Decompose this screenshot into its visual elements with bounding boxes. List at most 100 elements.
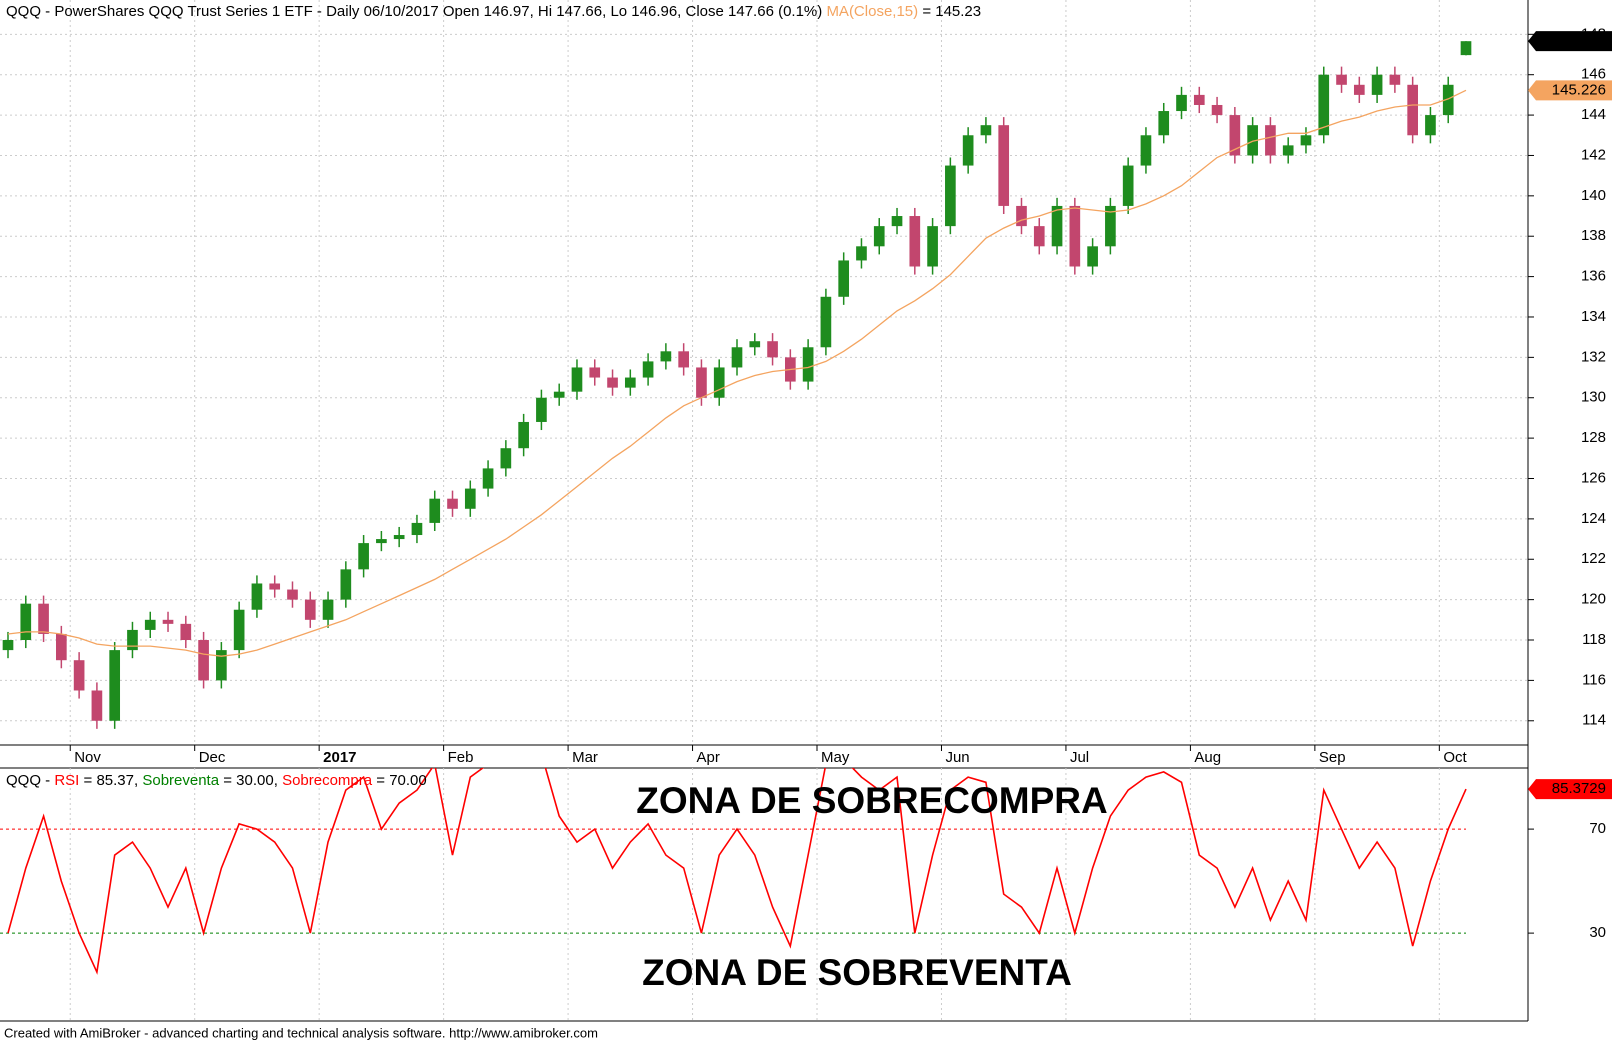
candle-body [1140,135,1152,166]
candle-body [1033,226,1045,247]
x-tick-label: Oct [1443,749,1467,766]
candle-body [998,125,1010,206]
x-tick-label: Apr [697,749,720,766]
ma-line [7,89,1467,657]
candle-body [927,226,938,267]
y-tick-label: 132 [1581,348,1606,365]
y-tick-label: 118 [1582,631,1606,648]
candle-body [660,351,672,362]
candle-body [1105,205,1116,247]
candle-body [1318,74,1330,136]
y-tick-label: 30 [1589,924,1606,941]
title: QQQ - PowerShares QQQ Trust Series 1 ETF… [6,3,822,20]
price-pane [0,0,1528,745]
candle-body [1122,165,1134,206]
y-tick-label: 126 [1581,469,1606,486]
candle-body [73,660,85,691]
candle-body [429,498,441,523]
candle-body [909,216,921,267]
candle-body [980,125,992,136]
candle-body [376,539,387,544]
x-tick-label: Jun [945,749,969,766]
candle-body [1300,135,1312,146]
candle-body [749,341,761,348]
candle-body [287,589,298,600]
candle-body [482,468,494,489]
candle-body [607,377,618,388]
candle-body [1016,205,1027,227]
candle-body [358,543,369,570]
candle-body [1389,74,1401,85]
rsi-legend: QQQ - RSI = 85.37, Sobreventa = 30.00, S… [6,772,427,789]
value-label: 147.66 [1560,32,1606,49]
legend-entry: RSI [54,772,79,789]
y-tick-label: 70 [1589,820,1606,837]
x-tick-label: Nov [74,749,101,766]
candle-body [464,488,476,509]
value-box [1528,80,1612,101]
candle-body [802,347,814,382]
candle-body [1282,145,1294,156]
legend-entry: Sobrecompra [282,772,373,789]
candle-body [38,603,49,634]
candle-body [162,619,174,624]
candle-body [945,165,956,227]
candle-body [589,367,601,378]
value-box [1528,779,1612,800]
candle-body [304,599,316,620]
candle-body [144,619,156,630]
candle-body [1069,205,1081,267]
legend-value: = 145.23 [922,3,981,20]
candle-body [233,609,245,651]
candle-body [1211,104,1223,116]
footer: Created with AmiBroker - advanced charti… [4,1025,598,1040]
candle-body [340,569,352,600]
candle-body [1247,125,1258,156]
candle-body [91,690,103,721]
x-tick-label: Mar [572,749,598,766]
x-tick-label: Feb [448,749,474,766]
candle-body [180,623,192,641]
y-tick-label: 120 [1581,591,1606,608]
candle-body [1425,115,1436,136]
candle-body [571,367,583,392]
value-label: 85.3729 [1552,780,1606,797]
y-tick-label: 146 [1581,66,1606,83]
candle-body [838,260,850,297]
candle-body [962,135,974,166]
x-tick-label: 2017 [323,749,356,766]
candle-body [109,650,121,721]
x-tick-label: May [821,749,850,766]
chart-title: QQQ - PowerShares QQQ Trust Series 1 ETF… [6,3,981,20]
y-tick-label: 128 [1581,429,1606,446]
candle-body [696,367,707,398]
candle-body [1087,246,1098,267]
y-tick-label: 114 [1582,712,1606,729]
candle-body [198,640,209,681]
annotation: ZONA DE SOBRECOMPRA [636,780,1107,821]
y-tick-label: 138 [1581,227,1606,244]
candle-body [642,361,654,378]
candle-body [1336,74,1347,85]
candle-body [1442,84,1454,116]
x-tick-label: Sep [1319,749,1346,766]
x-tick-label: Aug [1194,749,1221,766]
candle-body [216,650,227,681]
title: QQQ - [6,772,50,789]
candle-body [873,226,885,247]
x-tick-label: Dec [199,749,226,766]
candle-body [1176,94,1187,112]
legend-value: = 30.00, [223,772,278,789]
candle-body [1158,111,1170,136]
candle-body [624,377,636,388]
candle-body [393,535,405,540]
candle-body [269,583,281,590]
candle-body [2,640,14,651]
candle-body [713,367,725,398]
candle-body [127,629,138,651]
rsi-pane [0,768,1467,1021]
y-tick-label: 130 [1581,389,1606,406]
